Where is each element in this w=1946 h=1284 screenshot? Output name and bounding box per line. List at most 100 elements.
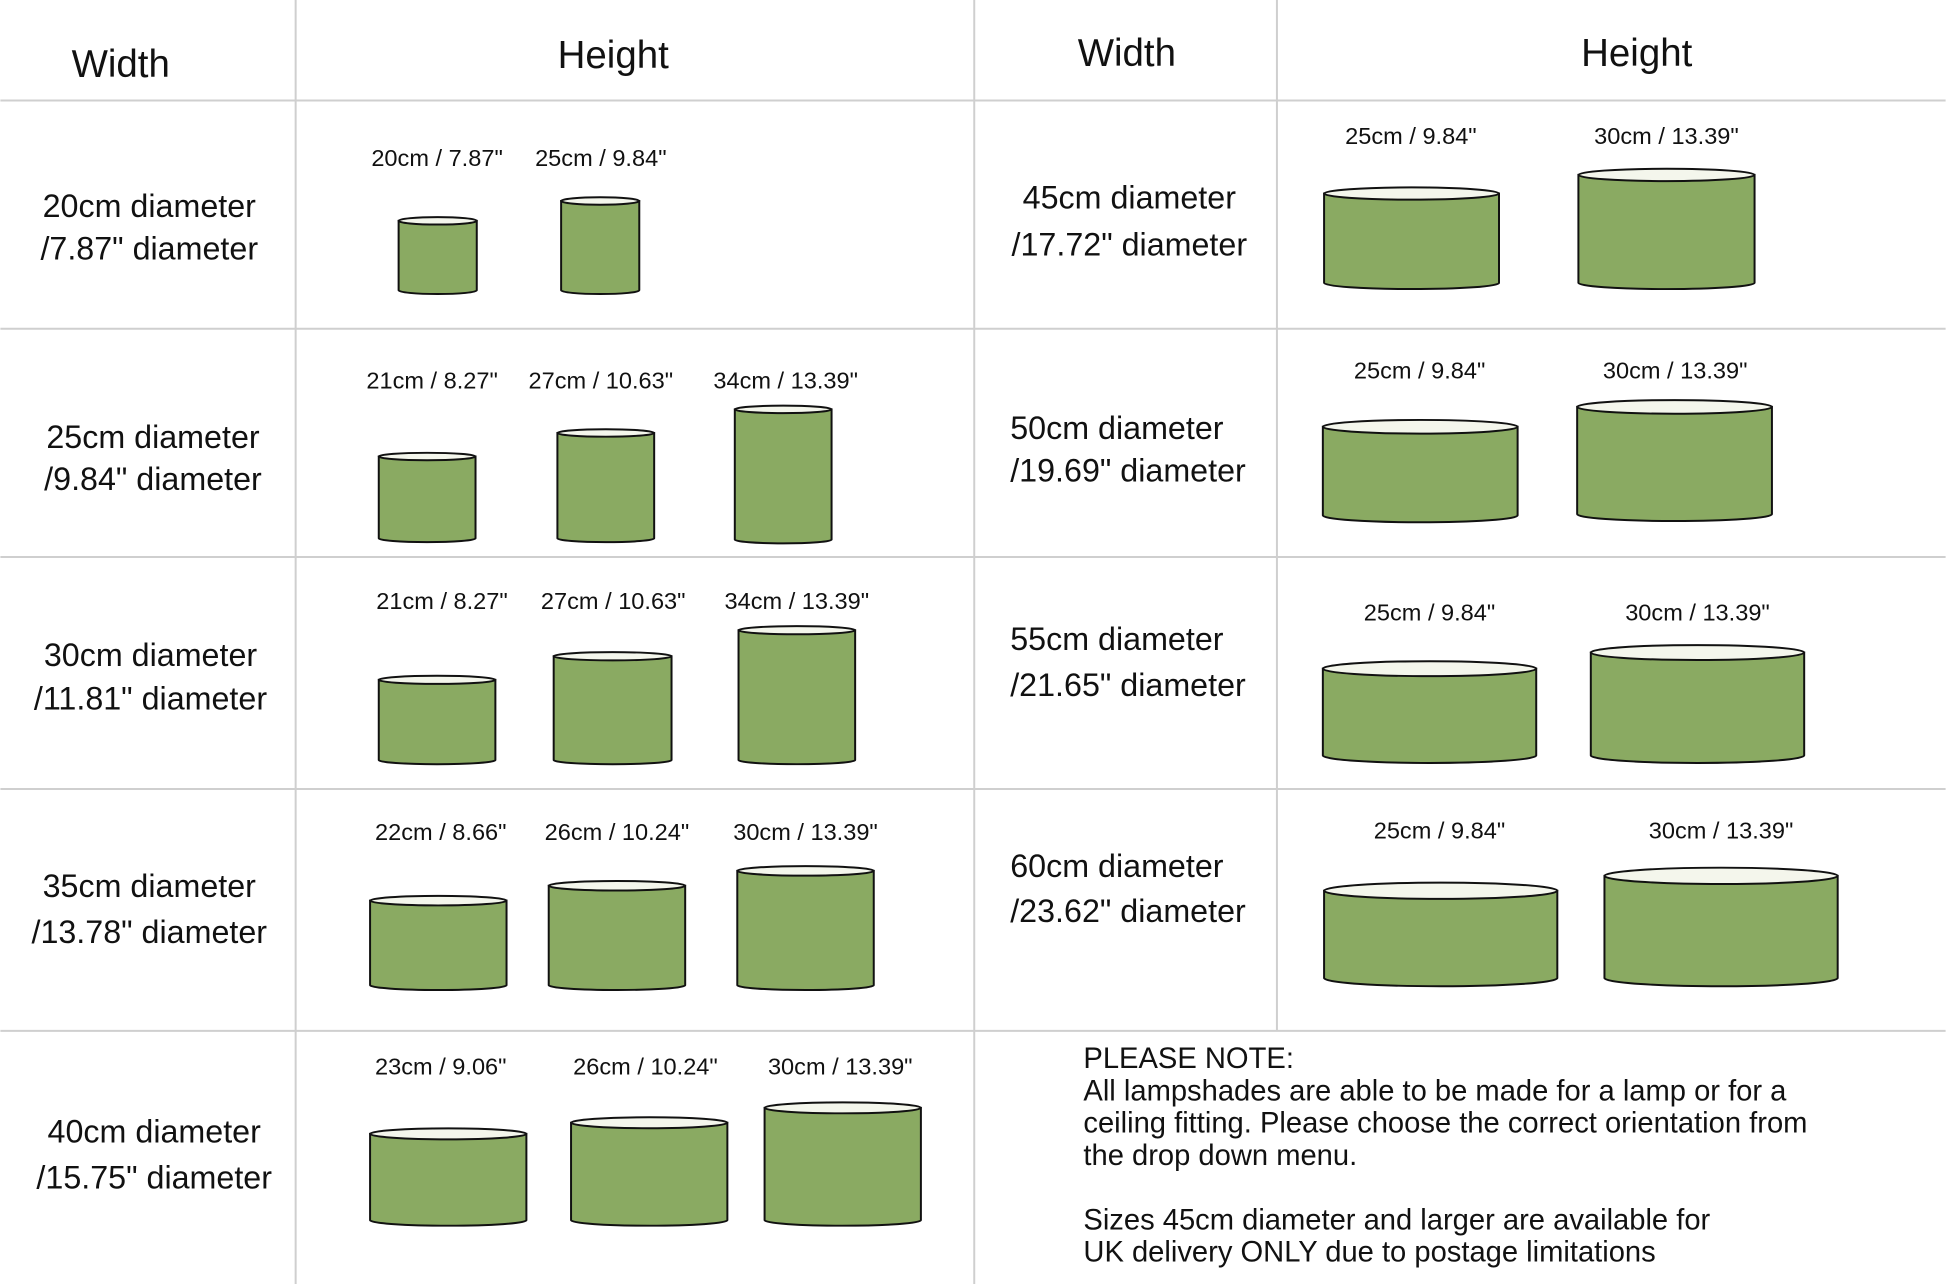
shade-top-opening (1323, 186, 1500, 201)
lampshade-option: 34cm / 13.39" (725, 588, 869, 766)
height-label: 30cm / 13.39" (1603, 357, 1748, 383)
height-label: 25cm / 9.84" (1354, 357, 1485, 383)
diameter-label: 60cm diameter (1010, 848, 1224, 884)
height-label: 30cm / 13.39" (1594, 123, 1739, 149)
size-row: 50cm diameter/19.69" diameter 25cm / 9.84… (1010, 357, 1773, 524)
diameter-label: /9.84" diameter (44, 461, 262, 497)
height-label: 30cm / 13.39" (768, 1053, 913, 1079)
height-label: 25cm / 9.84" (1364, 599, 1495, 625)
shade-top-opening (377, 674, 497, 685)
size-row: 45cm diameter/17.72" diameter 25cm / 9.84… (1012, 123, 1756, 291)
lampshade-option: 27cm / 10.63" (529, 367, 674, 544)
lampshade-option: 30cm / 13.39" (733, 819, 878, 991)
shade-top-opening (552, 651, 673, 662)
shade-body (1321, 425, 1519, 524)
lampshade-option: 30cm / 13.39" (1589, 599, 1806, 764)
shade-top-opening (1323, 881, 1559, 900)
shade-body (547, 884, 687, 991)
height-label: 23cm / 9.06" (375, 1053, 506, 1079)
height-label: 30cm / 13.39" (733, 819, 878, 845)
note-line: ceiling fitting. Please choose the corre… (1083, 1108, 1807, 1140)
height-label: 34cm / 13.39" (713, 367, 858, 393)
lampshade-option: 22cm / 8.66" (369, 819, 508, 991)
shade-body (1323, 889, 1559, 988)
diameter-label: 40cm diameter (48, 1114, 262, 1150)
diameter-label: 35cm diameter (43, 868, 257, 904)
height-label: 25cm / 9.84" (1374, 818, 1505, 844)
diameter-label: /7.87" diameter (40, 230, 258, 266)
note-line: UK delivery ONLY due to postage limitati… (1083, 1237, 1655, 1269)
shade-top-opening (1321, 660, 1538, 678)
shade-body (1589, 651, 1806, 764)
lampshade-option: 27cm / 10.63" (541, 588, 686, 766)
shade-body (1321, 667, 1538, 764)
shade-body (763, 1106, 922, 1227)
lampshade-option: 30cm / 13.39" (763, 1053, 922, 1227)
diameter-label: 20cm diameter (43, 188, 257, 224)
height-label: 25cm / 9.84" (535, 145, 666, 171)
height-label: 26cm / 10.24" (545, 819, 690, 845)
note-line: Sizes 45cm diameter and larger are avail… (1083, 1204, 1710, 1236)
size-row: 25cm diameter/9.84" diameter 21cm / 8.27"… (44, 367, 858, 545)
height-label: 26cm / 10.24" (573, 1053, 718, 1079)
lampshade-option: 21cm / 8.27" (366, 367, 498, 544)
lampshade-option: 26cm / 10.24" (570, 1053, 729, 1227)
shade-body (733, 408, 833, 545)
size-row: 30cm diameter/11.81" diameter 21cm / 8.27… (34, 588, 869, 766)
size-row: 20cm diameter/7.87" diameter 20cm / 7.87"… (40, 145, 667, 296)
diameter-label: /17.72" diameter (1012, 227, 1248, 263)
shade-body (1603, 874, 1839, 988)
diameter-label: /15.75" diameter (36, 1159, 272, 1195)
shade-body (570, 1121, 729, 1227)
diameter-label: 30cm diameter (44, 637, 258, 673)
diameter-label: /23.62" diameter (1010, 893, 1246, 929)
note-heading: PLEASE NOTE: (1083, 1043, 1294, 1075)
shade-top-opening (570, 1116, 729, 1130)
shade-top-opening (377, 451, 477, 462)
shade-body (1577, 173, 1756, 291)
shade-body (560, 199, 641, 296)
lampshade-option: 25cm / 9.84" (535, 145, 667, 296)
size-row: 55cm diameter/21.65" diameter 25cm / 9.84… (1010, 599, 1806, 764)
shade-body (377, 455, 477, 544)
header-left-width: Width (72, 43, 170, 86)
shade-top-opening (560, 196, 641, 206)
size-row: 60cm diameter/23.62" diameter 25cm / 9.84… (1010, 818, 1839, 988)
lampshade-option: 25cm / 9.84" (1323, 818, 1559, 988)
lampshade-option: 20cm / 7.87" (371, 145, 503, 296)
diameter-label: 50cm diameter (1010, 410, 1224, 446)
size-row: 40cm diameter/15.75" diameter 23cm / 9.06… (36, 1053, 922, 1227)
shade-body (369, 1132, 528, 1227)
note-line: the drop down menu. (1083, 1140, 1357, 1172)
shade-body (377, 678, 497, 766)
diameter-label: 55cm diameter (1010, 621, 1224, 657)
shade-top-opening (763, 1101, 922, 1115)
lampshade-option: 30cm / 13.39" (1576, 357, 1773, 523)
shade-body (552, 655, 673, 766)
lampshade-option: 21cm / 8.27" (376, 588, 508, 766)
height-label: 30cm / 13.39" (1649, 818, 1794, 844)
shade-top-opening (1589, 644, 1806, 662)
shade-top-opening (1576, 399, 1773, 415)
note-line: All lampshades are able to be made for a… (1083, 1075, 1787, 1107)
shade-top-opening (369, 1127, 528, 1141)
diameter-label: /19.69" diameter (1010, 452, 1246, 488)
lampshade-option: 25cm / 9.84" (1321, 599, 1538, 764)
height-label: 22cm / 8.66" (375, 819, 506, 845)
shade-body (1323, 192, 1500, 291)
shade-top-opening (733, 404, 833, 415)
shade-top-opening (1321, 418, 1519, 435)
height-label: 27cm / 10.63" (529, 367, 674, 393)
shade-body (737, 629, 857, 766)
shade-top-opening (1577, 167, 1756, 183)
diameter-label: 25cm diameter (46, 419, 260, 455)
lampshade-option: 26cm / 10.24" (545, 819, 690, 991)
height-label: 21cm / 8.27" (366, 367, 497, 393)
height-label: 30cm / 13.39" (1625, 599, 1770, 625)
diameter-label: /13.78" diameter (31, 914, 267, 950)
header-right-width: Width (1078, 32, 1176, 75)
shade-top-opening (547, 880, 687, 892)
shade-top-opening (369, 894, 508, 907)
